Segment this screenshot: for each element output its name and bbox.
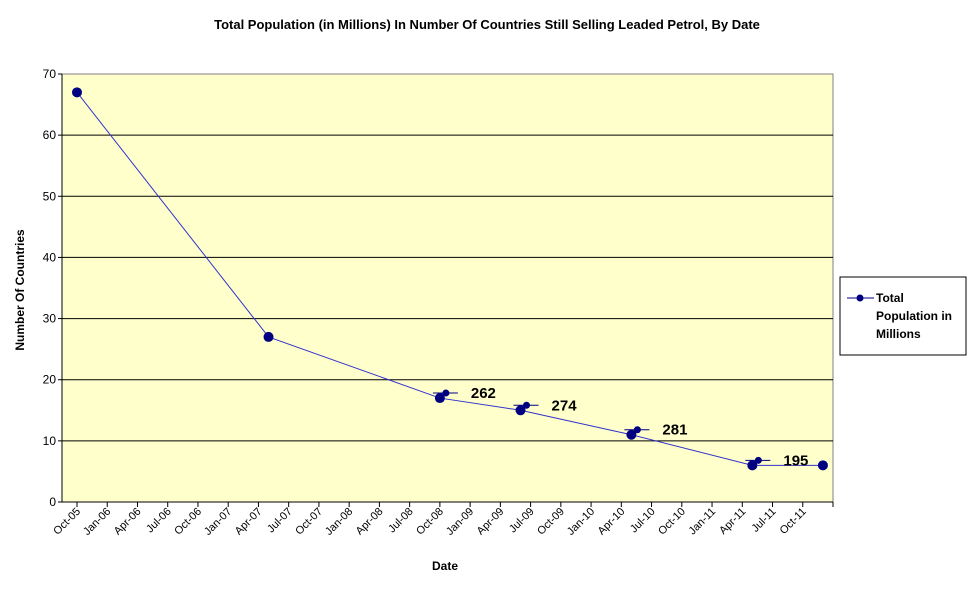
data-point: [515, 405, 526, 416]
y-tick-label: 0: [49, 495, 56, 509]
data-label: 262: [471, 385, 496, 402]
x-tick-label: Jan-10: [565, 506, 597, 538]
legend-marker: [856, 294, 864, 302]
data-point: [817, 460, 828, 471]
x-axis-label: Date: [432, 559, 458, 573]
x-tick-label: Oct-11: [778, 506, 809, 537]
x-tick-label: Oct-09: [535, 506, 567, 538]
legend: Total Population in Millions: [839, 276, 967, 356]
legend-box: [839, 276, 967, 356]
x-tick-label: Oct-08: [414, 506, 446, 538]
y-tick-label: 60: [43, 128, 57, 142]
data-label: 195: [783, 452, 808, 469]
x-tick-label: Apr-11: [717, 506, 748, 537]
x-tick-label: Jul-06: [144, 506, 174, 536]
x-tick-label: Jul-09: [507, 506, 537, 536]
x-tick-label: Jul-10: [628, 506, 658, 536]
x-tick-label: Apr-06: [112, 506, 144, 538]
x-tick-label: Jul-07: [265, 506, 295, 536]
x-tick-label: Jan-07: [202, 506, 234, 538]
data-label-key-marker: [754, 456, 762, 464]
y-tick-label: 40: [43, 250, 57, 264]
x-tick-label: Jul-08: [386, 506, 416, 536]
x-tick-label: Jan-06: [81, 506, 113, 538]
x-tick-label: Jan-11: [686, 506, 718, 538]
x-tick-label: Jan-09: [444, 506, 476, 538]
y-tick-label: 70: [43, 67, 57, 81]
data-label-key-marker: [633, 426, 641, 434]
data-point: [263, 331, 274, 342]
data-label: 274: [552, 397, 578, 414]
x-tick-label: Jan-08: [323, 506, 355, 538]
legend-label: Total Population in Millions: [876, 291, 952, 341]
x-tick-label: Apr-07: [233, 506, 265, 538]
data-point: [72, 87, 82, 98]
data-label-key-marker: [442, 389, 450, 397]
data-point: [747, 460, 758, 471]
y-tick-label: 20: [43, 373, 57, 387]
x-tick-label: Apr-10: [596, 506, 628, 538]
x-tick-label: Apr-08: [354, 506, 386, 538]
x-tick-label: Jul-11: [750, 506, 779, 535]
x-tick-label: Apr-09: [475, 506, 507, 538]
y-tick-label: 30: [43, 312, 57, 326]
x-tick-label: Oct-05: [51, 506, 83, 538]
x-tick-label: Oct-10: [656, 506, 688, 538]
chart-title: Total Population (in Millions) In Number…: [214, 17, 760, 32]
plot-area: [61, 73, 834, 503]
y-tick-label: 50: [43, 189, 57, 203]
data-label-key-marker: [523, 401, 531, 409]
data-label: 281: [662, 422, 687, 439]
y-axis-label: Number Of Countries: [13, 229, 27, 351]
x-tick-label: Oct-07: [293, 506, 325, 538]
data-point: [434, 393, 445, 404]
x-tick-label: Oct-06: [172, 506, 204, 538]
y-tick-label: 10: [43, 434, 57, 448]
data-point: [626, 429, 637, 440]
